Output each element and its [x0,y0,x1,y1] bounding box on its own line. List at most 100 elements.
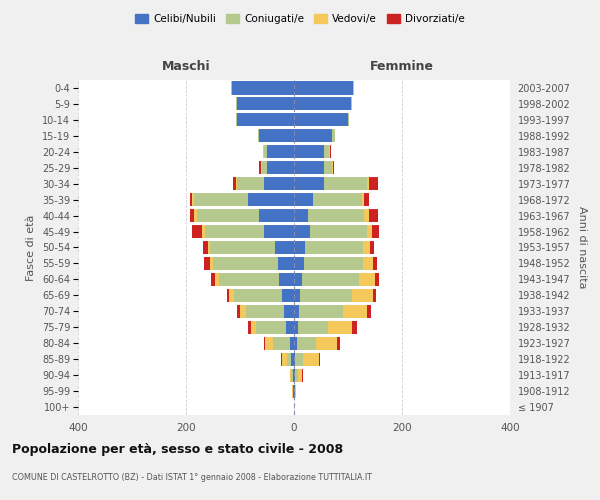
Bar [236,114,238,126]
Bar [260,161,262,174]
Bar [233,177,236,190]
Bar [301,289,352,302]
Bar [294,225,310,238]
Bar [303,352,319,366]
Bar [215,273,220,286]
Bar [294,257,304,270]
Bar [190,193,193,206]
Bar [304,257,363,270]
Bar [211,273,215,286]
Bar [319,352,320,366]
Bar [284,305,294,318]
Bar [265,225,294,238]
Bar [248,320,251,334]
Bar [233,289,282,302]
Bar [364,209,368,222]
Bar [236,98,238,110]
Bar [299,305,343,318]
Text: Femmine: Femmine [370,60,434,74]
Bar [294,114,348,126]
Bar [294,273,302,286]
Bar [359,273,375,286]
Text: Popolazione per età, sesso e stato civile - 2008: Popolazione per età, sesso e stato civil… [12,442,343,456]
Y-axis label: Fasce di età: Fasce di età [26,214,37,280]
Bar [368,209,378,222]
Bar [361,193,364,206]
Text: Maschi: Maschi [161,60,211,74]
Bar [328,320,352,334]
Bar [238,177,265,190]
Bar [286,320,294,334]
Bar [203,241,208,254]
Bar [205,225,265,238]
Bar [293,368,294,382]
Bar [251,320,256,334]
Bar [295,384,296,398]
Bar [294,82,353,94]
Bar [370,241,374,254]
Bar [375,273,379,286]
Bar [367,305,371,318]
Bar [229,289,233,302]
Bar [265,336,274,350]
Bar [295,352,303,366]
Bar [353,82,355,94]
Bar [294,320,298,334]
Bar [332,130,335,142]
Bar [333,161,334,174]
Bar [352,289,373,302]
Bar [324,177,367,190]
Bar [363,257,373,270]
Bar [305,241,363,254]
Bar [274,336,290,350]
Bar [194,209,197,222]
Bar [324,161,332,174]
Bar [238,114,294,126]
Bar [348,114,349,126]
Bar [372,225,379,238]
Bar [275,241,294,254]
Bar [352,320,356,334]
Bar [295,368,298,382]
Bar [194,193,248,206]
Bar [232,82,294,94]
Bar [294,145,324,158]
Bar [294,98,350,110]
Bar [343,305,367,318]
Bar [292,368,293,382]
Bar [281,352,287,366]
Bar [238,305,240,318]
Bar [259,209,294,222]
Bar [227,289,229,302]
Text: COMUNE DI CASTELROTTO (BZ) - Dati ISTAT 1° gennaio 2008 - Elaborazione TUTTITALI: COMUNE DI CASTELROTTO (BZ) - Dati ISTAT … [12,472,372,482]
Bar [193,193,194,206]
Bar [259,161,260,174]
Y-axis label: Anni di nascita: Anni di nascita [577,206,587,288]
Bar [238,98,294,110]
Bar [259,130,294,142]
Bar [373,289,376,302]
Bar [316,336,337,350]
Bar [220,273,279,286]
Bar [236,177,238,190]
Bar [211,257,213,270]
Bar [294,209,308,222]
Bar [278,257,294,270]
Bar [294,193,313,206]
Bar [267,145,294,158]
Bar [208,241,211,254]
Bar [211,241,275,254]
Bar [294,336,296,350]
Bar [263,145,265,158]
Bar [290,368,292,382]
Bar [363,241,370,254]
Bar [294,368,295,382]
Bar [282,289,294,302]
Bar [350,98,352,110]
Bar [294,352,295,366]
Bar [258,130,259,142]
Bar [294,289,301,302]
Bar [256,320,286,334]
Bar [298,368,302,382]
Bar [213,257,278,270]
